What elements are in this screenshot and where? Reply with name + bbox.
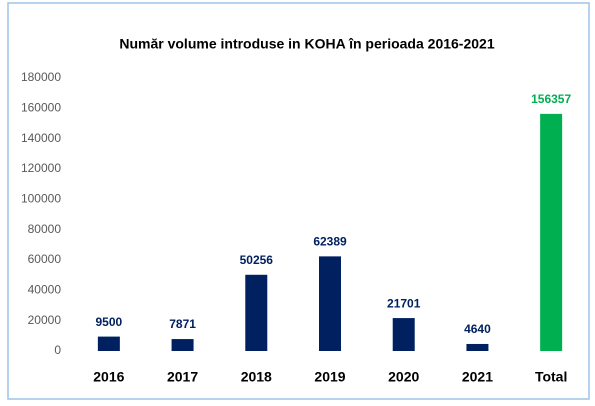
bar: [171, 339, 194, 351]
y-tick-label: 140000: [21, 131, 61, 145]
data-label: 7871: [169, 317, 196, 331]
y-tick-label: 80000: [28, 222, 62, 236]
y-tick-label: 60000: [28, 252, 62, 266]
bar: [392, 318, 415, 351]
data-label: 9500: [96, 315, 123, 329]
x-tick-label: 2021: [462, 369, 493, 385]
x-tick-label: Total: [535, 369, 567, 385]
bar: [245, 274, 268, 351]
bar: [466, 343, 489, 351]
x-tick-label: 2016: [93, 369, 124, 385]
data-label: 21701: [387, 296, 421, 310]
chart-border: [7, 2, 590, 400]
x-tick-label: 2019: [314, 369, 345, 385]
x-tick-label: 2018: [241, 369, 272, 385]
x-tick-label: 2020: [388, 369, 419, 385]
data-label: 156357: [531, 92, 571, 106]
y-tick-label: 40000: [28, 283, 62, 297]
data-label: 4640: [464, 322, 491, 336]
bar: [97, 336, 120, 351]
y-tick-label: 100000: [21, 192, 61, 206]
data-label: 62389: [313, 235, 347, 249]
y-tick-label: 0: [54, 343, 61, 357]
bar: [319, 256, 341, 351]
y-tick-label: 120000: [21, 161, 61, 175]
y-tick-label: 20000: [28, 313, 62, 327]
y-tick-label: 180000: [21, 70, 61, 84]
data-label: 50256: [240, 253, 274, 267]
x-tick-label: 2017: [167, 369, 198, 385]
bar: [540, 113, 563, 351]
y-tick-label: 160000: [21, 101, 61, 115]
chart-title: Număr volume introduse in KOHA în perioa…: [119, 36, 494, 52]
